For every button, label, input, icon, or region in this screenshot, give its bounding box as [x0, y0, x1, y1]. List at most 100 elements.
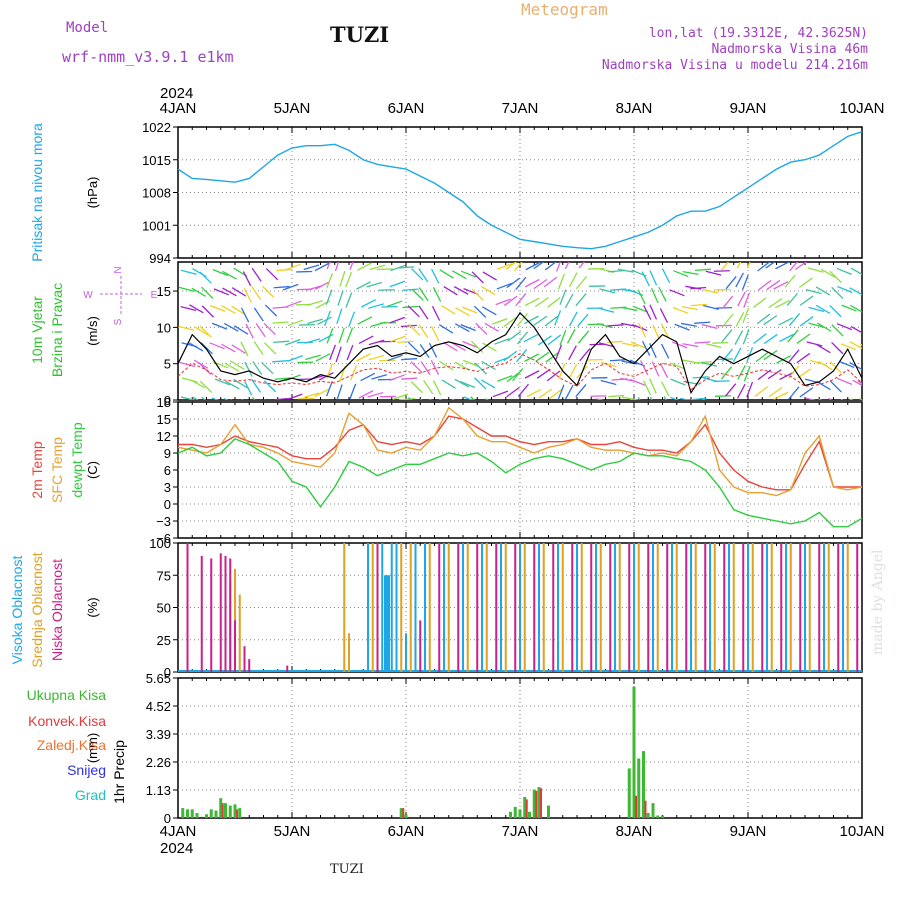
- cloud-bar-low_cloud: [286, 665, 289, 672]
- wind-barb: [600, 379, 617, 386]
- wind-barb: [754, 386, 769, 397]
- wind-barb: [276, 268, 293, 272]
- wind-barb: [346, 344, 354, 361]
- wind-barb: [577, 330, 590, 344]
- wind-barb: [789, 262, 798, 272]
- wind-barb: [221, 304, 236, 314]
- wind-barb: [198, 362, 212, 375]
- wind-barb: [659, 363, 669, 378]
- y-tick-label: −3: [156, 514, 171, 529]
- y-tick-label: 5: [164, 357, 171, 372]
- unit-label: (mm): [85, 733, 100, 763]
- wind-barb: [439, 269, 454, 279]
- cloud-bar-mid_cloud: [580, 543, 583, 672]
- wind-barb: [314, 388, 329, 398]
- wind-barb: [579, 348, 591, 362]
- precip-bar-precip_total: [190, 809, 194, 818]
- wind-barb: [190, 379, 206, 389]
- precip-bar-precip_total: [195, 813, 199, 818]
- cloud-bar-low_cloud: [457, 543, 460, 672]
- wind-barb: [272, 360, 289, 363]
- wind-barb: [663, 396, 667, 400]
- wind-barb: [788, 386, 800, 400]
- wind-barb: [658, 286, 667, 302]
- wind-barb: [643, 304, 652, 320]
- station-title: TUZI: [330, 22, 390, 47]
- wind-barb: [231, 305, 246, 316]
- cloud-bar-mid_cloud: [466, 543, 469, 672]
- wind-barb: [806, 341, 823, 347]
- y-tick-label: 18: [157, 395, 171, 410]
- wind-barb: [431, 268, 440, 284]
- wind-barb: [418, 287, 429, 302]
- wind-barb: [784, 274, 796, 288]
- cloud-bar-mid_cloud: [637, 543, 640, 672]
- wind-barb: [861, 268, 862, 269]
- temp-line-temp2m: [178, 415, 862, 491]
- cloud-bar-mid_cloud: [343, 543, 346, 672]
- cloud-bar-low_cloud: [704, 543, 707, 672]
- wind-barb: [828, 397, 832, 400]
- wind-barb: [660, 381, 670, 397]
- cloud-bar-high_cloud: [595, 543, 597, 672]
- cloud-bar-high_cloud: [367, 543, 369, 672]
- wind-barb: [537, 335, 552, 346]
- wind-barb: [454, 378, 470, 388]
- wind-barb: [264, 342, 277, 355]
- wind-barb: [799, 316, 814, 327]
- wind-barb: [454, 361, 470, 371]
- wind-barb: [214, 378, 231, 386]
- wind-barb: [503, 316, 518, 328]
- wind-barb: [524, 278, 540, 288]
- cloud-bar-mid_cloud: [751, 543, 754, 672]
- wind-barb: [721, 329, 733, 343]
- cloud-bar-high_cloud: [557, 543, 559, 672]
- wind-barb: [473, 305, 487, 318]
- wind-barb: [201, 396, 206, 400]
- x-tick-label-bottom: 9JAN: [730, 823, 767, 840]
- precip-bar-precip_total: [642, 751, 645, 818]
- wind-barb: [568, 363, 578, 379]
- precip-bar-precip_total: [186, 809, 189, 818]
- wind-barb: [225, 380, 240, 390]
- wind-barb: [752, 297, 767, 309]
- wind-barb: [742, 307, 750, 324]
- wind-barb: [441, 305, 456, 315]
- wind-barb: [287, 319, 304, 327]
- precip-bar-precip_total: [547, 805, 550, 818]
- wind-barb: [234, 325, 249, 335]
- wind-barb: [262, 285, 275, 298]
- cloud-bar-high_cloud: [842, 543, 844, 672]
- wind-barb: [694, 268, 712, 272]
- wind-barb: [755, 351, 770, 363]
- wind-barb: [564, 262, 570, 270]
- wind-barb: [600, 361, 617, 368]
- wind-barb: [261, 361, 274, 375]
- wind-barb: [273, 285, 290, 289]
- wind-barb: [272, 306, 289, 309]
- x-tick-label-top: 4JAN: [160, 100, 197, 117]
- wind-barb: [849, 304, 862, 313]
- wind-axis-title-1: 10m Vjetar: [29, 296, 45, 364]
- wind-barb: [492, 390, 509, 398]
- cloud-bar-low_cloud: [419, 620, 422, 672]
- y-tick-label: 1.13: [146, 783, 171, 798]
- cloud-bar-mid_cloud: [789, 543, 792, 672]
- wind-barb: [779, 333, 794, 343]
- cloud-bar-high_cloud: [414, 543, 417, 672]
- wind-barb: [482, 342, 497, 352]
- wind-barb: [841, 304, 857, 312]
- wind-barb: [649, 304, 658, 320]
- wind-barb: [695, 361, 712, 364]
- wind-barb: [640, 360, 649, 376]
- wind-barb: [369, 264, 386, 271]
- wind-barb: [575, 384, 587, 398]
- wind-barb: [850, 325, 862, 334]
- x-tick-label-bottom: 5JAN: [274, 823, 311, 840]
- wind-barb: [722, 295, 734, 309]
- wind-barb: [506, 386, 520, 398]
- wind-barb: [471, 288, 484, 301]
- wind-barb: [189, 304, 204, 314]
- panel-pressure: 994 1001 1008 1015 1022 (hPa): [85, 120, 863, 266]
- wind-barb: [642, 380, 652, 396]
